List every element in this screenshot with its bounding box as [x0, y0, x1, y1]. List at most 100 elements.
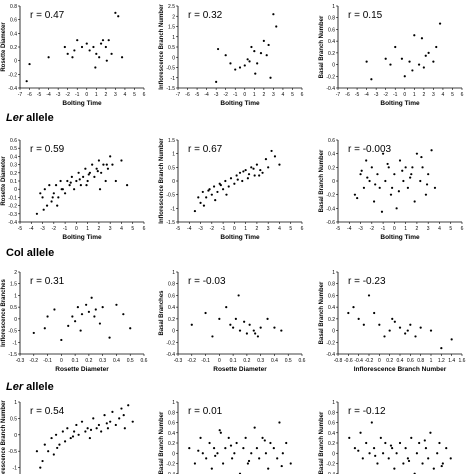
panel-4-data-point [56, 204, 59, 207]
panel-10-data-point [66, 427, 69, 430]
panel-1-data-point [110, 52, 113, 55]
panel-3-data-point [420, 37, 424, 40]
panel-10-y-tick-label: 0.5 [10, 416, 17, 422]
panel-4-data-point [41, 196, 44, 199]
panel-6-data-point [386, 162, 389, 166]
panel-10-data-point [100, 430, 103, 433]
panel-12-data-point [418, 441, 421, 445]
panel-1-x-axis-title: Bolting Time [62, 100, 102, 107]
panel-9-x-tick-label: -0.4 [354, 358, 363, 364]
panel-3-x-tick-label: -2 [383, 92, 388, 98]
panel-1-data-point [120, 56, 124, 59]
panel-12-data-point [393, 467, 396, 470]
panel-5-y-axis-title: Inflorescence Branch Number [159, 138, 165, 224]
panel-4-data-point [87, 173, 90, 176]
panel-7-data-point [74, 320, 77, 323]
panel-2-data-point [275, 25, 278, 28]
panel-3-x-tick-label: 1 [413, 92, 416, 98]
panel-5-data-point [261, 171, 264, 174]
panel-2-data-point [254, 72, 257, 75]
panel-9-y-tick-label: 0.4 [328, 305, 335, 311]
panel-7-y-tick-label: 1.5 [10, 282, 17, 288]
panel-6-data-point [424, 193, 428, 196]
panel-10-data-point [120, 407, 123, 410]
panel-8-data-point [237, 294, 240, 297]
panel-3-data-point [417, 63, 421, 66]
panel-4-data-point [91, 163, 94, 166]
panel-2-data-point [224, 54, 227, 57]
panel-5-data-point [193, 209, 197, 213]
panel-1-y-tick-label: -0.4 [8, 86, 17, 92]
panel-4-data-point [106, 167, 110, 170]
panel-5-data-point [267, 166, 270, 169]
panel-5-data-point [224, 179, 227, 183]
panel-12-data-point [389, 444, 393, 447]
panel-11-data-point [253, 426, 256, 429]
panel-2-data-point [250, 45, 253, 49]
section-label-italic: Ler [6, 112, 24, 124]
panel-4-y-tick-label: 0.3 [10, 163, 17, 169]
panel-1-x-tick-label: -6 [27, 92, 32, 98]
panel-5-data-point [214, 199, 217, 202]
panel-7-data-point [67, 324, 70, 327]
panel-6-data-point [398, 159, 402, 162]
panel-7-x-tick-label: 0.5 [127, 358, 134, 364]
panel-11-y-tick-label: 0.2 [168, 441, 175, 447]
panel-7-y-axis-title: Inflorescence Branches [1, 278, 7, 346]
panel-4-y-tick-label: 0.5 [10, 146, 17, 152]
panel-11-data-point [244, 436, 247, 439]
panel-6-x-tick-label: 5 [449, 226, 452, 232]
panel-8-data-point [243, 320, 246, 323]
panel-12-data-point [348, 436, 351, 439]
panel-11-data-point [258, 457, 261, 460]
panel-1-x-tick-label: -3 [56, 92, 61, 98]
panel-3-x-tick-label: -5 [355, 92, 360, 98]
panel-12-data-point [407, 459, 411, 463]
panel-10-data-point [118, 417, 121, 420]
panel-7-x-tick-label: 0.3 [99, 358, 106, 364]
panel-4-x-tick-label: -5 [18, 226, 23, 232]
panel-12-y-tick-label: -0.2 [326, 462, 335, 468]
panel-4-x-tick-label: 0 [75, 226, 78, 232]
panel-9-x-tick-label: 1.2 [438, 358, 445, 364]
panel-8-r-label: r = -0.03 [188, 276, 226, 287]
panel-6-data-point [359, 173, 362, 176]
panel-9-data-point [398, 326, 402, 329]
panel-9-x-tick-label: 1 [430, 358, 433, 364]
panel-12-y-tick-label: -0.4 [326, 472, 335, 474]
panel-6-x-tick-label: 0 [393, 226, 396, 232]
panel-6-data-point [370, 166, 373, 169]
panel-10-data-point [97, 423, 101, 427]
panel-4-y-tick-label: 0.6 [10, 138, 17, 144]
panel-5-data-point [205, 196, 208, 199]
panel-5-data-point [247, 173, 251, 176]
panel-4-data-point [45, 204, 49, 207]
panel-8-data-point [252, 329, 255, 332]
panel-6-data-point [402, 179, 405, 183]
panel-4-data-point [88, 171, 91, 174]
panel-8-y-tick-label: -0.4 [166, 352, 175, 358]
panel-10-data-point [95, 427, 98, 430]
panel-4-y-tick-label: -0.4 [8, 220, 17, 226]
panel-6-x-tick-label: 4 [438, 226, 441, 232]
panel-7-data-point [122, 313, 125, 316]
panel-11-data-point [205, 457, 208, 460]
panel-6-x-tick-label: 3 [427, 226, 430, 232]
panel-6-data-point [389, 193, 393, 196]
panel-9-data-point [383, 335, 386, 338]
panel-9-data-point [378, 323, 381, 326]
panel-4-data-point [35, 212, 39, 215]
panel-4-data-point [95, 167, 98, 170]
panel-4-data-point [125, 184, 129, 187]
panel-8-y-axis-title: Basal Branches [159, 290, 165, 336]
panel-4-x-tick-label: 5 [131, 226, 134, 232]
panel-5-data-point [244, 168, 247, 172]
panel-6-data-point [420, 155, 423, 159]
panel-10-data-point [131, 420, 134, 423]
panel-5-x-tick-label: -4 [187, 226, 192, 232]
panel-6-data-point [378, 186, 381, 189]
panel-3-data-point [384, 57, 387, 60]
panel-2-data-point [262, 39, 265, 42]
panel-1-x-tick-label: -2 [65, 92, 70, 98]
panel-12-data-point [395, 452, 398, 455]
